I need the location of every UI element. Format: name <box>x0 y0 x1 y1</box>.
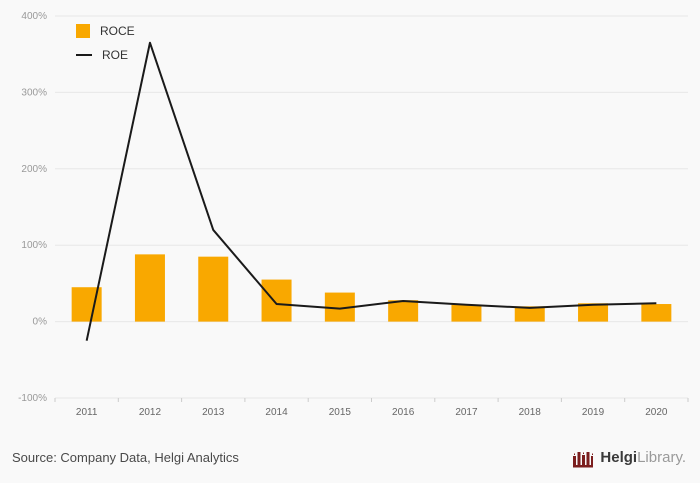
x-tick-label: 2011 <box>76 407 98 418</box>
footer: Source: Company Data, Helgi Analytics He… <box>0 432 700 483</box>
logo-text: HelgiLibrary. <box>600 449 686 466</box>
x-tick-label: 2014 <box>265 407 288 418</box>
logo-text-light: Library. <box>637 449 686 466</box>
x-tick-label: 2018 <box>519 407 542 418</box>
bar-roce <box>261 279 292 322</box>
bar-roce <box>578 303 609 322</box>
x-tick-label: 2015 <box>329 407 352 418</box>
chart-legend: ROCE ROE <box>76 24 135 62</box>
helgi-logo-icon <box>573 451 594 467</box>
bar-roce <box>451 304 482 322</box>
logo-text-bold: Helgi <box>600 449 638 466</box>
line-roe <box>85 41 657 341</box>
bar-roce <box>641 304 672 322</box>
y-tick-label: 100% <box>21 240 47 251</box>
chart-container: 400% 300% 200% 100% 0% -100% 2011 2012 2013 2014 2… <box>18 11 689 418</box>
y-tick-label: 400% <box>21 11 47 22</box>
roe-line-icon <box>76 54 92 56</box>
legend-item-roce: ROCE <box>76 24 135 38</box>
bar-roce <box>514 306 545 322</box>
legend-label-roe: ROE <box>102 48 129 62</box>
bar-roce <box>198 256 229 322</box>
legend-label-roce: ROCE <box>100 24 135 38</box>
x-tick-label: 2017 <box>455 407 478 418</box>
x-tick-label: 2020 <box>645 407 668 418</box>
y-tick-label: 0% <box>33 317 48 328</box>
y-tick-label: -100% <box>18 393 47 404</box>
x-tick-label: 2013 <box>202 407 225 418</box>
roce-roe-chart: 400% 300% 200% 100% 0% -100% 2011 2012 2013 2014 2… <box>18 11 689 418</box>
roce-swatch-icon <box>76 24 90 38</box>
x-tick-label: 2016 <box>392 407 415 418</box>
x-tick-label: 2012 <box>139 407 162 418</box>
x-tick-label: 2019 <box>582 407 605 418</box>
source-text: Source: Company Data, Helgi Analytics <box>12 450 239 465</box>
y-tick-label: 200% <box>21 164 47 175</box>
legend-item-roe: ROE <box>76 48 135 62</box>
bar-roce <box>388 300 419 322</box>
y-tick-label: 300% <box>21 87 47 98</box>
bar-roce <box>134 254 165 322</box>
helgi-library-logo: HelgiLibrary. <box>572 447 686 469</box>
